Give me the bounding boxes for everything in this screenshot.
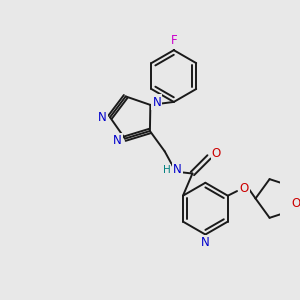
Text: N: N <box>113 134 122 147</box>
Text: O: O <box>212 147 221 160</box>
Text: N: N <box>201 236 210 249</box>
Text: O: O <box>240 182 249 195</box>
Text: H: H <box>163 165 170 175</box>
Text: N: N <box>152 96 161 109</box>
Text: F: F <box>170 34 177 47</box>
Text: N: N <box>173 163 182 176</box>
Text: O: O <box>291 196 300 209</box>
Text: N: N <box>98 111 107 124</box>
